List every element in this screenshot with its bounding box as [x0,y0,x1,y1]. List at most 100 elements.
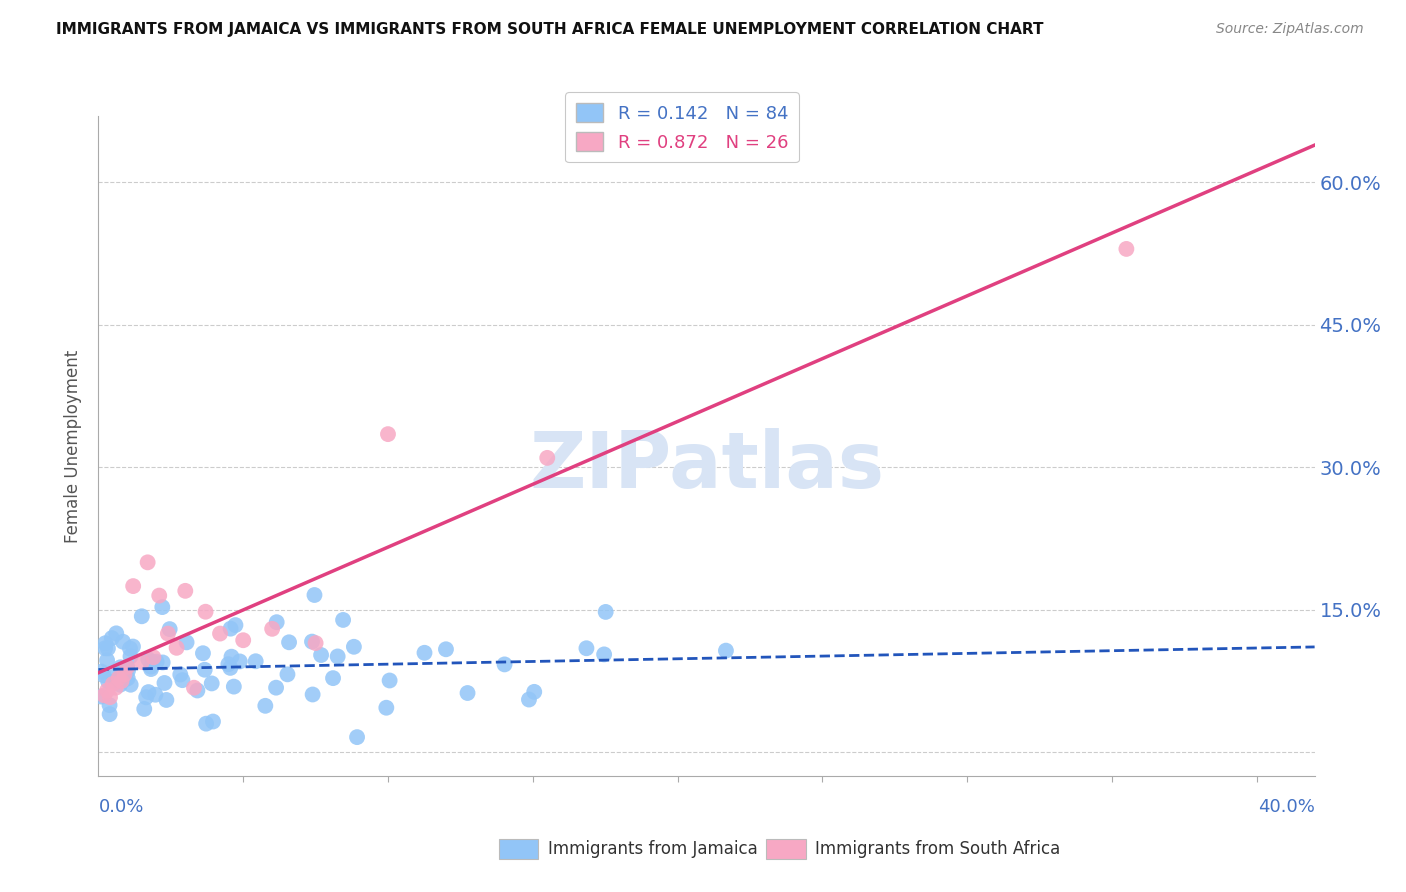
Point [114,672,136,686]
Point [90,690,112,704]
Point [221,649,243,664]
Point [169,667,191,681]
Point [142,650,165,665]
Point [118,641,141,656]
Point [134,702,156,716]
Point [103,670,125,684]
Point [266,615,288,630]
Point [575,641,598,656]
Point [105,626,128,640]
Point [254,698,277,713]
Point [150,600,173,615]
Point [111,634,134,648]
Point [593,648,616,662]
Point [457,686,479,700]
Point [322,671,344,685]
Point [117,660,139,674]
Point [219,622,242,636]
Point [301,634,323,648]
Point [209,626,232,640]
Point [107,671,129,685]
Point [131,655,153,669]
Point [375,700,398,714]
Point [195,716,218,731]
Point [111,665,134,679]
Point [138,685,160,699]
Y-axis label: Female Unemployment: Female Unemployment [65,350,83,542]
Point [110,674,132,689]
Point [262,622,284,636]
Point [378,673,401,688]
Point [105,673,128,687]
Point [117,664,139,678]
Point [94,641,117,656]
Text: ZIPatlas: ZIPatlas [529,428,884,504]
Point [304,588,326,602]
Text: 40.0%: 40.0% [1258,798,1315,816]
Point [304,636,326,650]
Point [229,655,252,669]
Point [278,635,301,649]
Point [96,683,118,698]
Point [191,646,214,660]
Point [108,678,131,692]
Point [98,698,121,712]
Point [104,681,127,695]
Point [135,690,157,705]
Point [114,667,136,681]
Point [93,688,115,702]
Point [139,662,162,676]
Point [141,655,163,669]
Text: 0.0%: 0.0% [98,798,143,816]
Point [120,678,142,692]
Point [131,609,153,624]
Point [172,673,194,688]
Point [346,730,368,744]
Point [714,643,737,657]
Point [166,640,188,655]
Point [94,636,117,650]
Point [139,659,162,673]
Point [117,660,139,674]
Text: Source: ZipAtlas.com: Source: ZipAtlas.com [1216,22,1364,37]
Point [309,648,332,662]
Point [122,640,145,654]
Point [136,555,159,569]
Point [159,622,181,636]
Point [332,613,354,627]
Point [96,653,118,667]
Point [174,583,197,598]
Point [224,618,246,632]
Point [98,690,121,705]
Point [217,657,239,672]
Point [517,692,540,706]
Point [595,605,617,619]
Point [194,605,217,619]
Point [1115,242,1137,256]
Point [301,688,323,702]
Point [156,626,179,640]
Text: IMMIGRANTS FROM JAMAICA VS IMMIGRANTS FROM SOUTH AFRICA FEMALE UNEMPLOYMENT CORR: IMMIGRANTS FROM JAMAICA VS IMMIGRANTS FR… [56,22,1043,37]
Point [186,683,208,698]
Point [90,665,112,679]
Point [222,680,245,694]
Point [120,649,142,664]
Point [136,652,159,666]
Text: Immigrants from South Africa: Immigrants from South Africa [815,840,1060,858]
Point [97,641,120,656]
Point [536,450,558,465]
Point [176,635,198,649]
Point [343,640,366,654]
Point [201,676,224,690]
Point [523,685,546,699]
Point [194,663,217,677]
Point [145,688,167,702]
Point [110,660,132,674]
Point [201,714,224,729]
Point [219,661,242,675]
Point [93,668,115,682]
Point [276,667,298,681]
Point [326,649,349,664]
Point [152,656,174,670]
Point [97,674,120,689]
